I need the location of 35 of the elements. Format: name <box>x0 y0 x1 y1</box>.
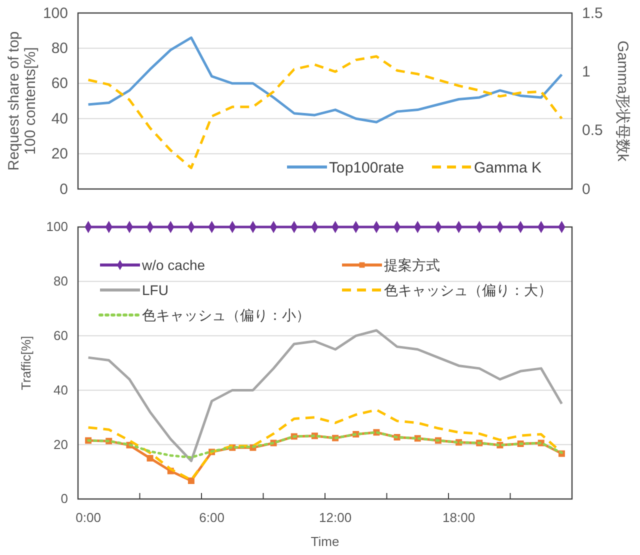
y-tick-label: 20 <box>54 436 68 452</box>
y-tick-label: 100 <box>46 219 68 234</box>
y-tick-label: 0 <box>60 491 68 506</box>
line-series <box>87 36 563 124</box>
y-tick-label: 0 <box>60 180 68 198</box>
y-tick-label: 60 <box>51 75 68 92</box>
x-axis-title: Time <box>310 534 340 549</box>
y2-tick-label: 0.5 <box>582 122 603 140</box>
legend-label: w/o cache <box>141 256 206 273</box>
legend-label: 提案方式 <box>384 256 440 273</box>
legend-label: LFU <box>142 282 168 298</box>
legend-label: 色キャッシュ（偏り：大） <box>384 282 552 298</box>
x-tick-label: 18:00 <box>442 510 476 526</box>
y-tick-label: 60 <box>54 328 68 343</box>
legend-label: 色キャッシュ（偏り：小） <box>142 306 310 323</box>
y2-axis-title: Gamma形状母数k <box>614 40 631 162</box>
y2-tick-label: 0 <box>582 180 590 198</box>
legend-label: Gamma K <box>474 159 542 176</box>
y-axis-title: Traffic[%] <box>18 336 34 390</box>
legend-label: Top100rate <box>329 159 404 176</box>
y-tick-label: 20 <box>51 146 68 163</box>
y-axis-title: Request share of top 100 contents[%] <box>6 31 39 171</box>
y-tick-label: 80 <box>54 274 68 289</box>
y-tick-label: 80 <box>51 40 68 57</box>
x-tick-label: 12:00 <box>319 510 352 526</box>
y-tick-label: 40 <box>54 382 68 398</box>
x-tick-label: 0:00 <box>76 510 101 526</box>
line-series <box>87 329 563 462</box>
y2-tick-label: 1.5 <box>582 4 603 22</box>
y-tick-label: 100 <box>42 4 68 22</box>
y2-tick-label: 1 <box>582 63 590 80</box>
y-tick-label: 40 <box>51 110 68 128</box>
x-tick-label: 6:00 <box>199 510 224 526</box>
point <box>188 478 194 484</box>
point <box>146 454 154 462</box>
